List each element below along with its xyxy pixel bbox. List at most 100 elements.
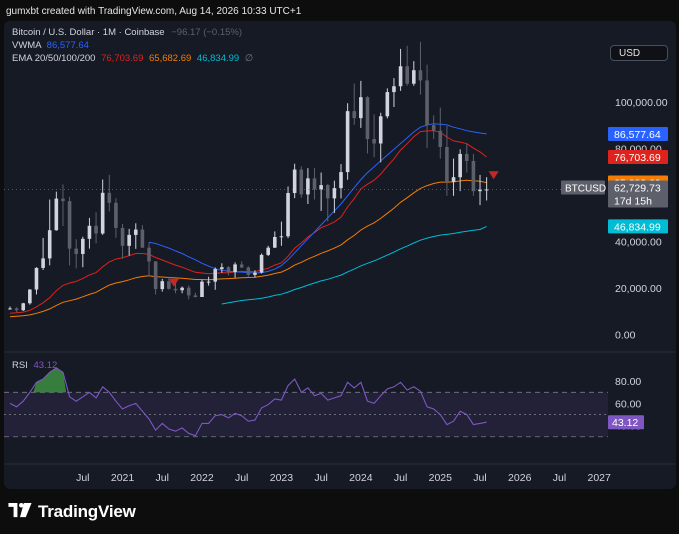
candle-body (167, 281, 171, 289)
vwma-label: VWMA (12, 40, 42, 51)
candle-body (81, 238, 85, 254)
candle-body (398, 66, 403, 87)
candle-body (160, 281, 165, 290)
candle-body (405, 66, 409, 84)
candle-body (259, 254, 264, 273)
symbol-title: Bitcoin / U.S. Dollar · 1M · Coinbase (12, 27, 165, 38)
candle-body (127, 234, 131, 246)
creator-line: gumxbt created with TradingView.com, Aug… (6, 6, 302, 17)
time-axis-label: 2023 (270, 472, 294, 484)
rsi-overbought-fill (33, 367, 67, 393)
candle-body (14, 308, 19, 311)
candle-body (67, 201, 72, 249)
candle-body (140, 229, 145, 248)
candle-body (180, 287, 184, 291)
candle-body (28, 289, 32, 304)
symbol-tag-label: BTCUSD (565, 183, 606, 194)
ema-label: EMA 20/50/100/200 (12, 53, 96, 64)
legend-ema-row[interactable]: EMA 20/50/100/200 76,703.69 65,682.69 46… (12, 53, 253, 64)
price-tag-label: 76,703.69 (614, 152, 661, 164)
symbol-tag-bg (561, 180, 605, 195)
candle-body (345, 111, 350, 173)
candle-body (339, 172, 343, 189)
price-tag-bg (608, 149, 668, 164)
time-axis-label: 2027 (588, 472, 612, 484)
candle-body (478, 189, 482, 192)
price-tag-bg (608, 126, 668, 141)
ema100-line (221, 225, 487, 305)
candle-body (8, 308, 12, 310)
candle-body (273, 236, 277, 248)
candle-body (279, 236, 284, 238)
sell-signal-marker (488, 171, 499, 180)
time-axis-label: Jul (156, 472, 169, 484)
chart-panel[interactable]: 120,000.00100,000.0080,000.0060,000.0040… (4, 21, 676, 489)
candle-body (253, 272, 257, 275)
candle-body (41, 258, 45, 268)
candle-body (100, 192, 105, 234)
candle-body (213, 269, 218, 282)
vwma-line (148, 123, 487, 274)
price-change: −96.17 (−0.15%) (171, 27, 243, 38)
footer-branding: TradingView (8, 500, 136, 524)
candle-body (266, 247, 270, 255)
candle-body (332, 188, 337, 199)
rsi-legend-value: 43.12 (33, 360, 58, 371)
candle-body (220, 267, 224, 270)
candle-body (445, 146, 449, 182)
chart-canvas[interactable]: 120,000.00100,000.0080,000.0060,000.0040… (4, 21, 676, 489)
currency-button[interactable]: USD (610, 45, 668, 61)
candle-body (114, 202, 118, 228)
time-axis-label: Jul (553, 472, 566, 484)
candle-body (385, 92, 390, 117)
candle-body (365, 97, 370, 140)
candle-body (173, 288, 178, 291)
candle-body (412, 70, 416, 84)
candle-body (292, 169, 297, 194)
time-axis-label: 2021 (111, 472, 135, 484)
candle-body (34, 267, 39, 290)
candle-body (359, 97, 363, 119)
ema20-value: 76,703.69 (101, 53, 144, 64)
candle-body (200, 281, 204, 297)
candle-body (431, 125, 436, 131)
candle-body (312, 178, 317, 190)
candle-body (438, 130, 443, 147)
candle-body (325, 185, 330, 199)
candle-body (74, 248, 78, 254)
candle-body (299, 169, 304, 195)
candle-body (484, 189, 489, 191)
legend-vwma-row[interactable]: VWMA 86,577.64 (12, 40, 89, 51)
candle-body (54, 198, 59, 231)
candle-body (372, 139, 376, 144)
tradingview-logo-icon (8, 503, 32, 518)
ema20-line (9, 130, 487, 314)
candle-body (246, 267, 251, 275)
candle-body (120, 227, 125, 246)
candle-body (451, 177, 456, 182)
candle-body (153, 261, 158, 290)
time-axis-label: 2024 (349, 472, 373, 484)
rsi-legend[interactable]: RSI 43.12 (12, 360, 57, 371)
time-axis-label: 2026 (508, 472, 532, 484)
candle-body (94, 225, 98, 234)
price-tag-label: 86,577.64 (614, 129, 661, 141)
ema100-value: 46,834.99 (196, 53, 240, 64)
price-tag-label: 62,729.73 (614, 182, 661, 194)
rsi-line (9, 367, 487, 437)
ema-empty-icon: ∅ (244, 53, 254, 64)
candle-body (392, 86, 396, 93)
candle-body (471, 160, 476, 192)
candle-body (61, 198, 65, 202)
candle-body (107, 192, 112, 203)
price-scale-label: 40,000.00 (615, 236, 662, 248)
candle-body (286, 193, 290, 237)
candle-body (133, 229, 138, 235)
candle-body (352, 111, 357, 119)
price-tag-bg (608, 180, 668, 195)
candle-body (147, 247, 151, 262)
legend-symbol-row: Bitcoin / U.S. Dollar · 1M · Coinbase −9… (12, 27, 242, 38)
time-axis-label: 2022 (190, 472, 214, 484)
candle-body (226, 267, 231, 273)
vwma-value: 86,577.64 (46, 40, 89, 51)
